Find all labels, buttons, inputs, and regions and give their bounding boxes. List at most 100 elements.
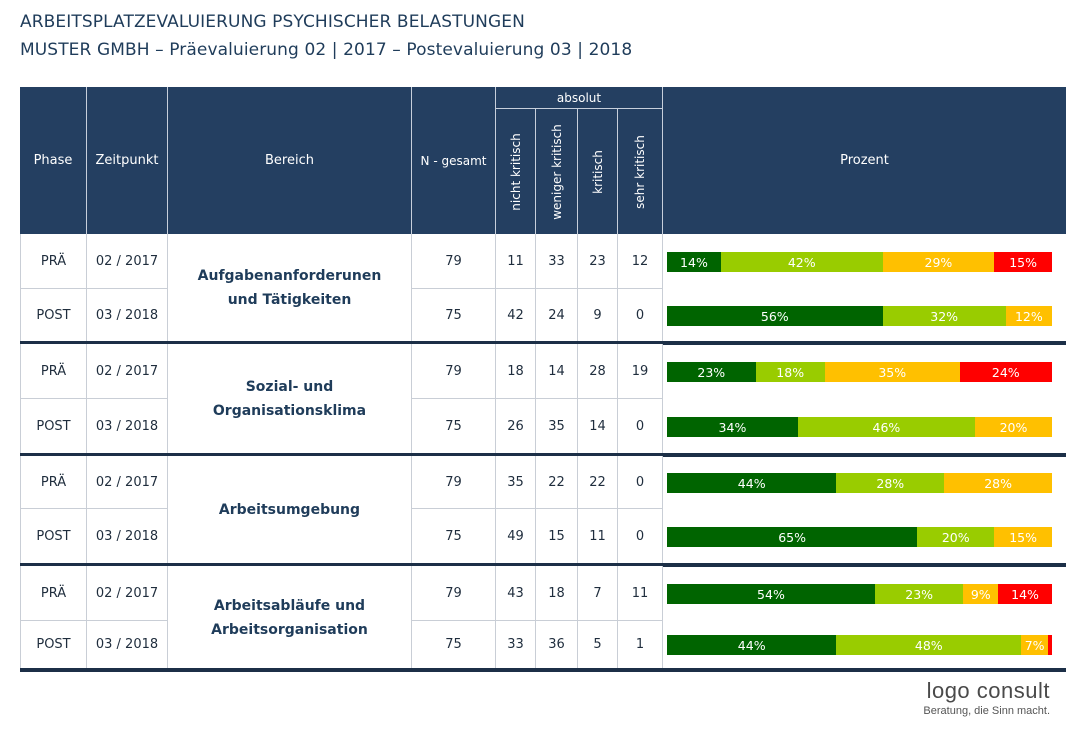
header-absolut: absolut: [496, 87, 663, 108]
group-separator: [20, 668, 1066, 672]
bar-segment-nicht-kritisch: 23%: [667, 362, 756, 382]
cell-phase: POST: [20, 289, 87, 342]
header-kritisch: kritisch: [578, 108, 618, 234]
cell-abs-weniger-kritisch: 14: [536, 344, 578, 399]
cell-abs-nicht-kritisch: 33: [496, 621, 536, 669]
cell-phase: PRÄ: [20, 234, 87, 289]
cell-abs-weniger-kritisch: 35: [536, 399, 578, 454]
stacked-bar: 23% 18% 35% 24%: [667, 362, 1052, 382]
cell-phase: PRÄ: [20, 344, 87, 399]
cell-abs-kritisch: 7: [578, 566, 618, 621]
cell-abs-weniger-kritisch: 36: [536, 621, 578, 669]
bar-segment-sehr-kritisch: 14%: [998, 584, 1052, 604]
bereich-label: Arbeitsumgebung: [168, 456, 412, 564]
cell-abs-kritisch: 11: [578, 509, 618, 564]
cell-zeitpunkt: 02 / 2017: [87, 234, 168, 289]
bar-segment-nicht-kritisch: 14%: [667, 252, 721, 272]
cell-abs-nicht-kritisch: 26: [496, 399, 536, 454]
cell-abs-nicht-kritisch: 49: [496, 509, 536, 564]
cell-abs-sehr-kritisch: 0: [618, 456, 663, 509]
cell-abs-weniger-kritisch: 18: [536, 566, 578, 621]
header-zeitpunkt: Zeitpunkt: [87, 87, 168, 234]
cell-n: 75: [412, 509, 496, 564]
cell-zeitpunkt: 02 / 2017: [87, 566, 168, 621]
logo-tagline: Beratung, die Sinn macht.: [923, 705, 1050, 717]
bar-segment-kritisch: 7%: [1021, 635, 1049, 655]
bar-segment-nicht-kritisch: 34%: [667, 417, 798, 437]
bar-segment-kritisch: 35%: [824, 362, 960, 382]
cell-abs-weniger-kritisch: 24: [536, 289, 578, 342]
cell-n: 75: [412, 621, 496, 669]
header-prozent: Prozent: [663, 87, 1066, 234]
cell-abs-nicht-kritisch: 11: [496, 234, 536, 289]
cell-phase: POST: [20, 509, 87, 564]
cell-n: 79: [412, 566, 496, 621]
header-bereich: Bereich: [168, 87, 412, 234]
bar-segment-kritisch: 28%: [944, 473, 1052, 493]
cell-abs-kritisch: 23: [578, 234, 618, 289]
bar-segment-kritisch: 29%: [882, 252, 995, 272]
header-nicht-kritisch: nicht kritisch: [496, 108, 536, 234]
bar-segment-nicht-kritisch: 65%: [667, 527, 918, 547]
cell-abs-weniger-kritisch: 22: [536, 456, 578, 509]
cell-abs-sehr-kritisch: 0: [618, 399, 663, 454]
cell-zeitpunkt: 02 / 2017: [87, 344, 168, 399]
bar-segment-kritisch: 12%: [1005, 306, 1052, 326]
bereich-label: Sozial- und Organisationsklima: [168, 344, 412, 454]
cell-abs-sehr-kritisch: 11: [618, 566, 663, 621]
cell-zeitpunkt: 03 / 2018: [87, 621, 168, 669]
bar-segment-nicht-kritisch: 44%: [667, 635, 837, 655]
header-weniger-kritisch: weniger kritisch: [536, 108, 578, 234]
cell-n: 79: [412, 234, 496, 289]
cell-abs-weniger-kritisch: 33: [536, 234, 578, 289]
bar-segment-weniger-kritisch: 32%: [882, 306, 1006, 326]
bar-segment-weniger-kritisch: 46%: [797, 417, 975, 437]
header-n-gesamt: N - gesamt: [412, 87, 496, 234]
cell-zeitpunkt: 03 / 2018: [87, 509, 168, 564]
bar-segment-weniger-kritisch: 42%: [720, 252, 883, 272]
cell-n: 75: [412, 289, 496, 342]
stacked-bar: 44% 48% 7%: [667, 635, 1052, 655]
bar-segment-sehr-kritisch: 15%: [994, 252, 1052, 272]
cell-phase: POST: [20, 621, 87, 669]
bar-segment-weniger-kritisch: 28%: [836, 473, 945, 493]
bar-segment-nicht-kritisch: 54%: [667, 584, 875, 604]
logo-name: logo consult: [926, 678, 1050, 703]
cell-abs-sehr-kritisch: 19: [618, 344, 663, 399]
page-title: ARBEITSPLATZEVALUIERUNG PSYCHISCHER BELA…: [20, 12, 525, 32]
group-separator: [20, 563, 1066, 567]
company-logo: logo consult Beratung, die Sinn macht.: [923, 678, 1050, 717]
cell-abs-nicht-kritisch: 43: [496, 566, 536, 621]
stacked-bar: 44% 28% 28%: [667, 473, 1052, 493]
cell-abs-weniger-kritisch: 15: [536, 509, 578, 564]
stacked-bar: 34% 46% 20%: [667, 417, 1052, 437]
cell-abs-kritisch: 14: [578, 399, 618, 454]
evaluation-table: Phase Zeitpunkt Bereich N - gesamt absol…: [20, 87, 1066, 672]
bar-segment-kritisch: 20%: [974, 417, 1052, 437]
cell-abs-sehr-kritisch: 0: [618, 289, 663, 342]
group-separator: [20, 453, 1066, 457]
cell-abs-nicht-kritisch: 35: [496, 456, 536, 509]
cell-abs-kritisch: 5: [578, 621, 618, 669]
cell-phase: PRÄ: [20, 566, 87, 621]
cell-zeitpunkt: 02 / 2017: [87, 456, 168, 509]
cell-n: 79: [412, 344, 496, 399]
cell-abs-sehr-kritisch: 1: [618, 621, 663, 669]
stacked-bar: 65% 20% 15%: [667, 527, 1052, 547]
bar-segment-sehr-kritisch: [1048, 635, 1052, 655]
cell-abs-sehr-kritisch: 12: [618, 234, 663, 289]
cell-abs-kritisch: 9: [578, 289, 618, 342]
bar-segment-sehr-kritisch: 24%: [959, 362, 1052, 382]
bar-segment-weniger-kritisch: 18%: [755, 362, 825, 382]
cell-n: 79: [412, 456, 496, 509]
cell-phase: POST: [20, 399, 87, 454]
bereich-label: Arbeitsabläufe und Arbeitsorganisation: [168, 566, 412, 669]
bereich-label: Aufgabenanforderunen und Tätigkeiten: [168, 234, 412, 342]
cell-abs-sehr-kritisch: 0: [618, 509, 663, 564]
cell-zeitpunkt: 03 / 2018: [87, 289, 168, 342]
cell-abs-nicht-kritisch: 18: [496, 344, 536, 399]
cell-phase: PRÄ: [20, 456, 87, 509]
cell-abs-kritisch: 28: [578, 344, 618, 399]
cell-zeitpunkt: 03 / 2018: [87, 399, 168, 454]
bar-segment-weniger-kritisch: 23%: [874, 584, 964, 604]
